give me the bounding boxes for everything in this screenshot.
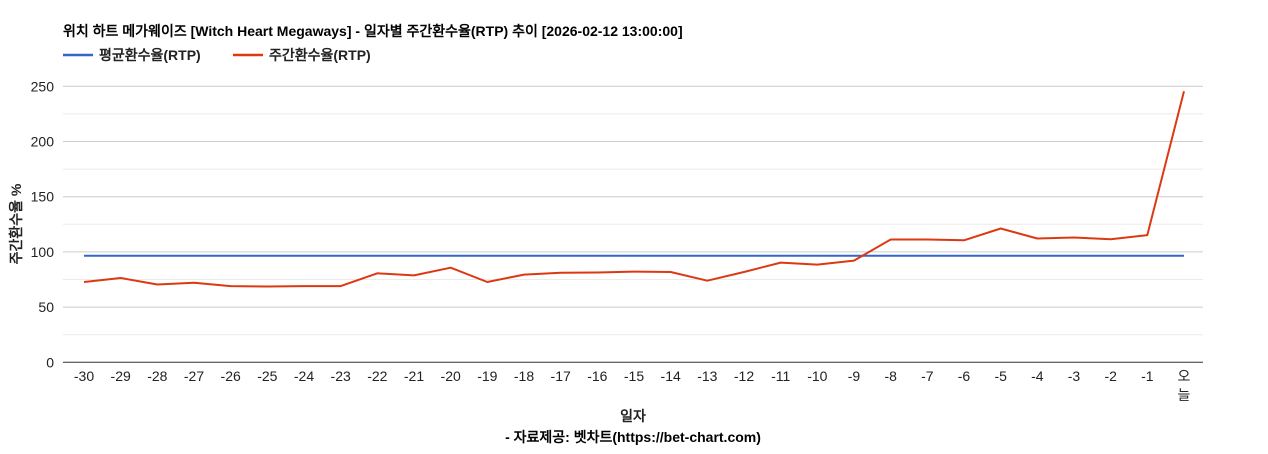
y-tick-label: 100 — [31, 244, 55, 260]
x-tick-label: -9 — [848, 368, 861, 384]
x-tick-label: -14 — [661, 368, 681, 384]
x-tick-label: -6 — [958, 368, 971, 384]
legend-item-average-rtp[interactable]: 평균환수율(RTP) — [63, 47, 201, 63]
plot-area — [83, 91, 1185, 288]
gridlines — [63, 85, 1203, 336]
x-tick-label: -20 — [441, 368, 461, 384]
weekly-rtp-line[interactable] — [83, 91, 1185, 288]
x-tick-label: -11 — [771, 368, 790, 384]
legend: 평균환수율(RTP) 주간환수율(RTP) — [63, 47, 371, 63]
x-tick-label: -8 — [884, 368, 897, 384]
x-tick-label: -25 — [257, 368, 277, 384]
legend-label-average-rtp: 평균환수율(RTP) — [99, 47, 201, 63]
y-tick-label: 150 — [31, 189, 55, 205]
y-tick-label: 0 — [46, 354, 54, 370]
x-tick-label: -29 — [111, 368, 131, 384]
x-axis-title: 일자 — [620, 408, 646, 424]
x-tick-label: 늘 — [1178, 387, 1191, 403]
y-tick-label: 250 — [31, 78, 55, 94]
x-tick-label: -30 — [74, 368, 94, 384]
x-tick-label: 오 — [1178, 368, 1191, 384]
x-tick-label: -7 — [921, 368, 934, 384]
legend-label-weekly-rtp: 주간환수율(RTP) — [269, 47, 371, 63]
x-tick-label: -22 — [367, 368, 387, 384]
y-axis-title: 주간환수율 % — [8, 183, 24, 264]
x-tick-label: -18 — [514, 368, 534, 384]
data-source-credit: - 자료제공: 벳차트(https://bet-chart.com) — [505, 429, 761, 445]
chart-title: 위치 하트 메가웨이즈 [Witch Heart Megaways] - 일자별… — [63, 23, 683, 39]
x-tick-label: -5 — [994, 368, 1007, 384]
x-tick-label: -27 — [184, 368, 204, 384]
x-tick-label: -26 — [221, 368, 241, 384]
x-tick-label: -17 — [551, 368, 571, 384]
x-tick-label: -16 — [587, 368, 607, 384]
x-tick-label: -24 — [294, 368, 314, 384]
x-tick-label: -1 — [1141, 368, 1154, 384]
x-tick-label: -23 — [331, 368, 351, 384]
y-axis-ticks: 0 50 100 150 200 250 — [31, 78, 55, 370]
x-tick-label: -12 — [734, 368, 754, 384]
x-tick-label: -15 — [624, 368, 644, 384]
x-tick-label: -13 — [697, 368, 717, 384]
x-tick-label: -28 — [147, 368, 167, 384]
x-tick-label: -2 — [1104, 368, 1117, 384]
y-tick-label: 200 — [31, 134, 55, 150]
x-axis-ticks: -30 -29 -28 -27 -26 -25 -24 -23 -22 -21 -20 -19 -18 -… — [74, 368, 1191, 403]
x-tick-label: -19 — [477, 368, 497, 384]
y-tick-label: 50 — [38, 299, 54, 315]
x-tick-label: -3 — [1068, 368, 1081, 384]
x-tick-label: -10 — [807, 368, 827, 384]
x-tick-label: -4 — [1031, 368, 1044, 384]
legend-item-weekly-rtp[interactable]: 주간환수율(RTP) — [233, 47, 371, 63]
x-tick-label: -21 — [404, 368, 424, 384]
